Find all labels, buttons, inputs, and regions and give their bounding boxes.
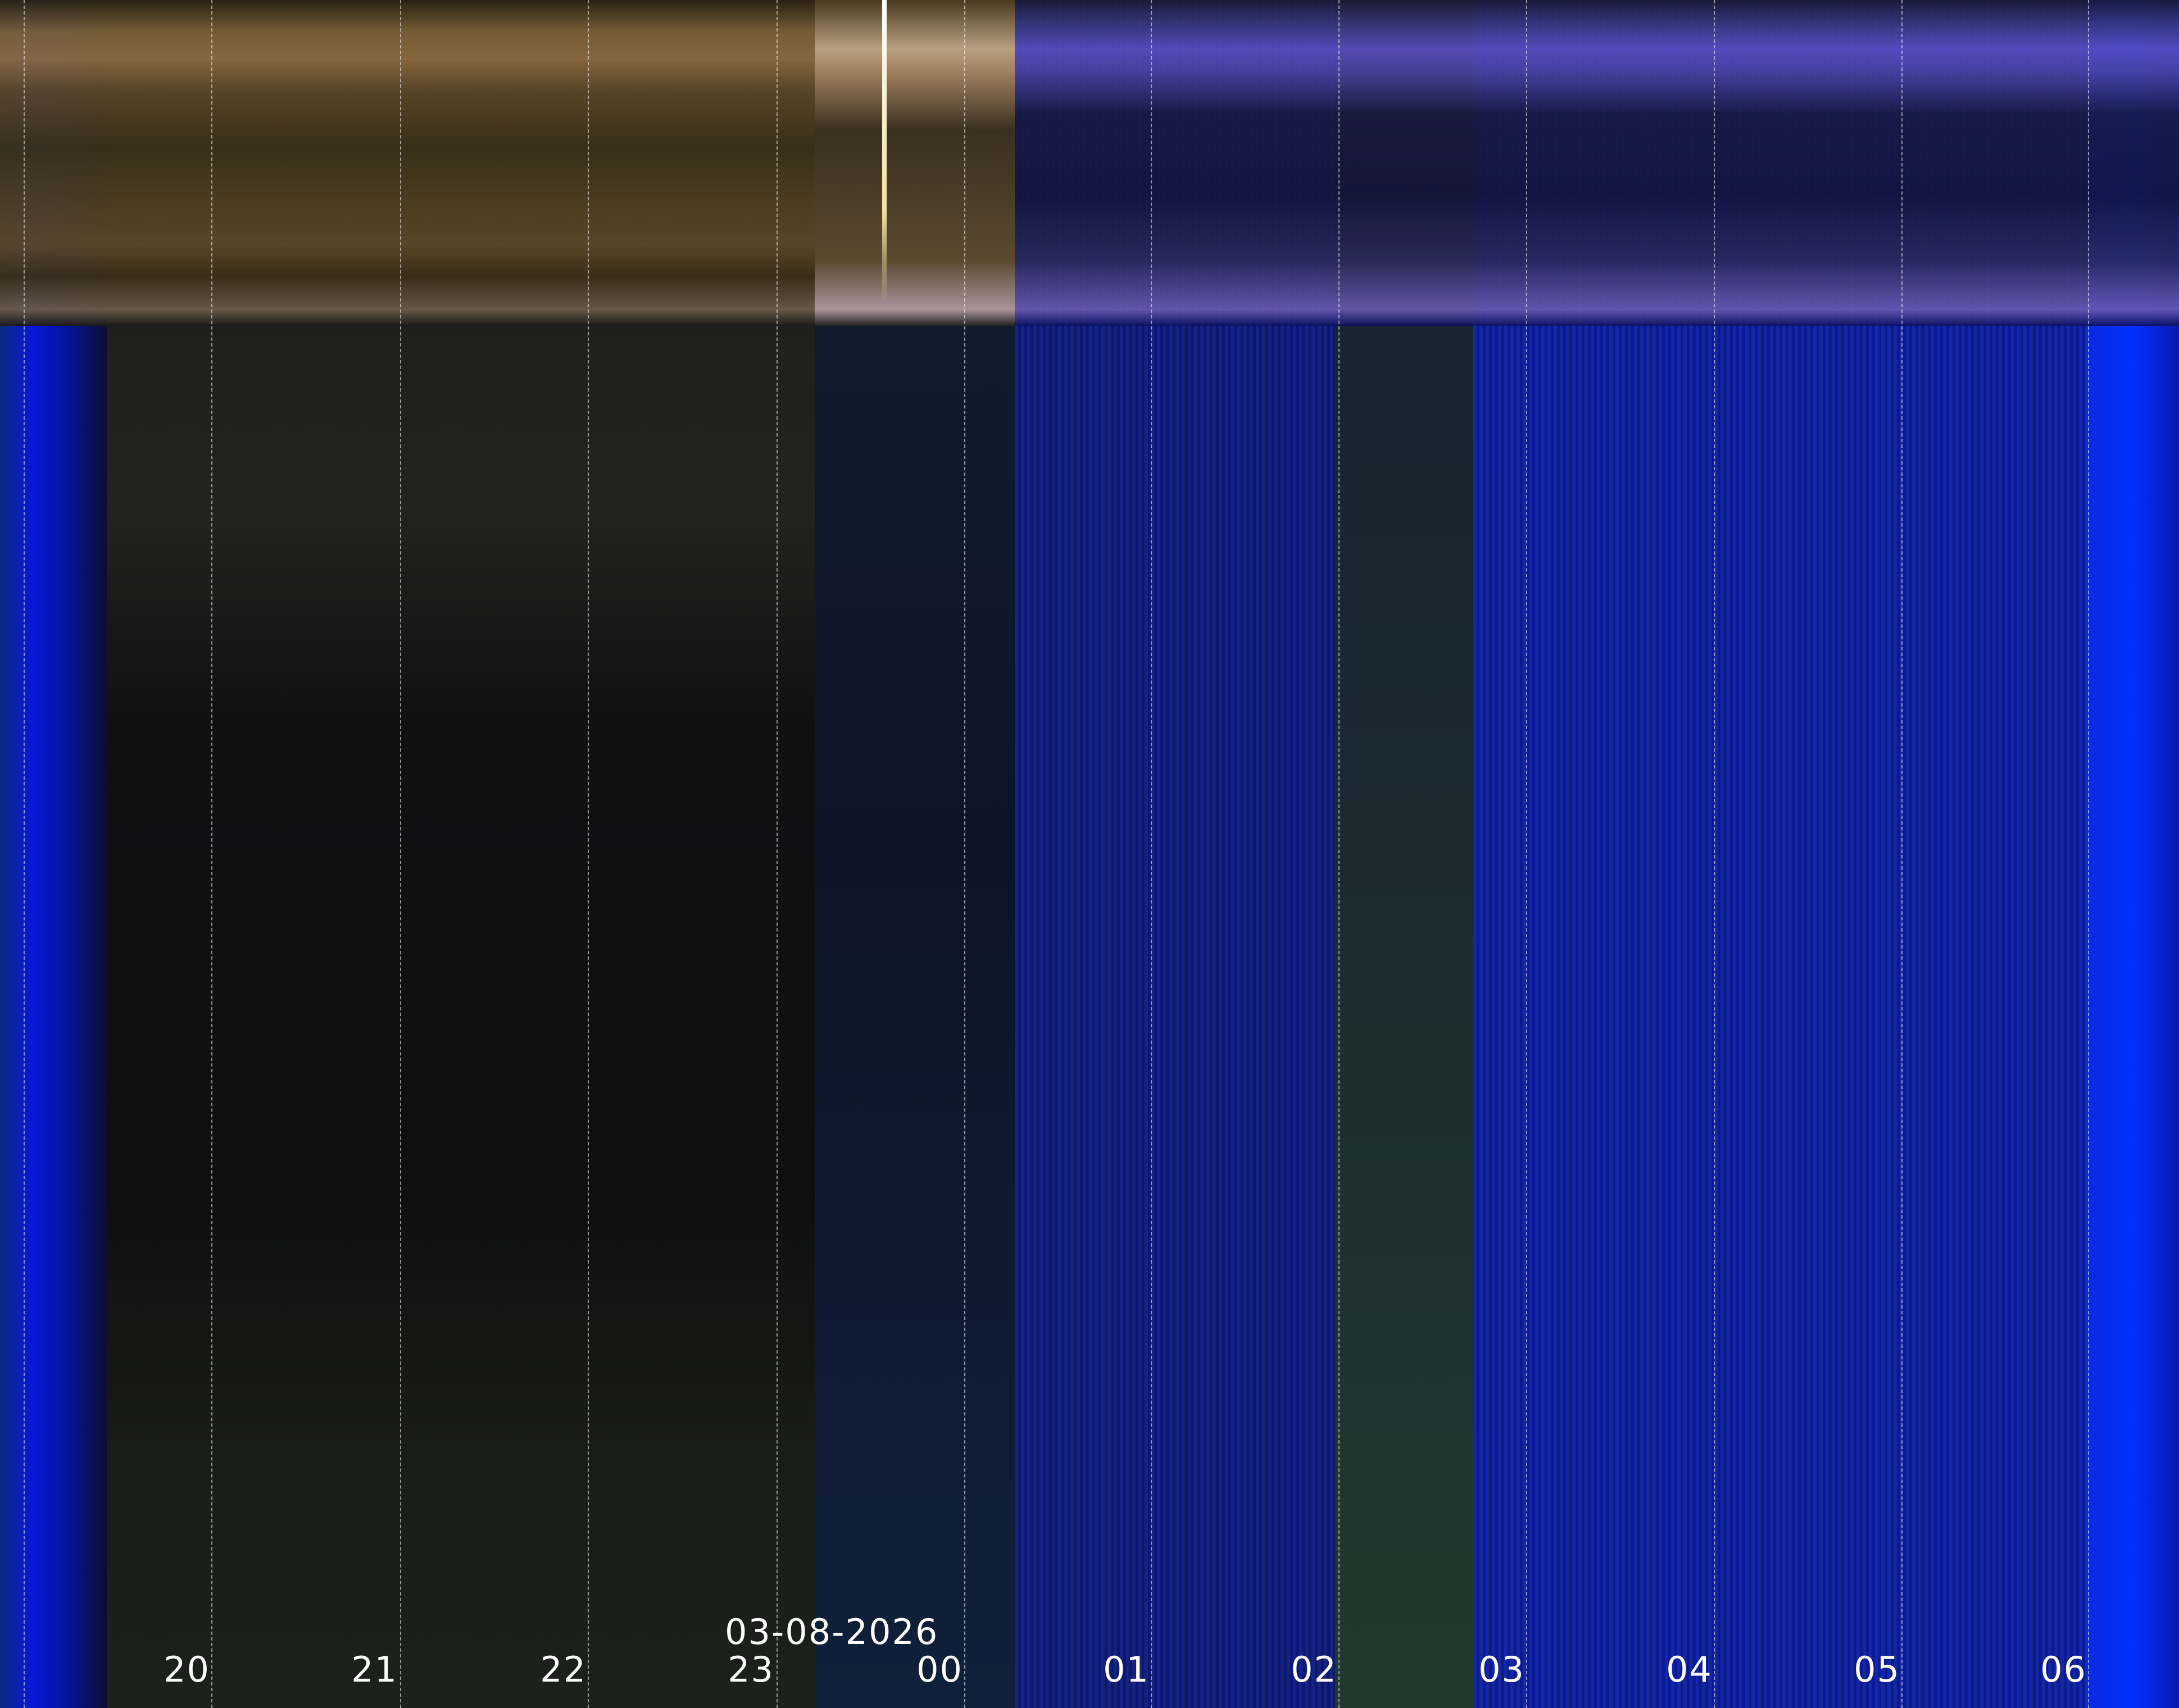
hour-label: 03: [1478, 1649, 1525, 1690]
hour-label: 01: [1103, 1649, 1150, 1690]
hour-gridline: [1338, 0, 1340, 1708]
hour-label: 06: [2040, 1649, 2087, 1690]
hour-gridline: [24, 0, 25, 1708]
top-bright-block: [815, 0, 1015, 326]
hour-label: 00: [916, 1649, 963, 1690]
hour-gridline: [2088, 0, 2089, 1708]
hour-gridline: [588, 0, 589, 1708]
hour-gridline: [211, 0, 212, 1708]
hour-gridline: [1901, 0, 1903, 1708]
hour-gridline: [1526, 0, 1527, 1708]
hour-label: 05: [1854, 1649, 1900, 1690]
hour-gridline: [964, 0, 965, 1708]
hour-label: 23: [728, 1649, 774, 1690]
hour-label: 04: [1666, 1649, 1713, 1690]
hour-label: 02: [1291, 1649, 1337, 1690]
meteor-streak: [882, 0, 887, 303]
hour-label: 21: [351, 1649, 398, 1690]
hour-label: 20: [164, 1649, 210, 1690]
hour-gridline: [1714, 0, 1715, 1708]
hour-label: 22: [540, 1649, 587, 1690]
date-label: 03-08-2026: [725, 1611, 939, 1652]
hour-gridline: [1151, 0, 1152, 1708]
hour-gridline: [777, 0, 778, 1708]
hour-gridline: [400, 0, 401, 1708]
top-aurora-band-violet: [1015, 0, 2179, 326]
